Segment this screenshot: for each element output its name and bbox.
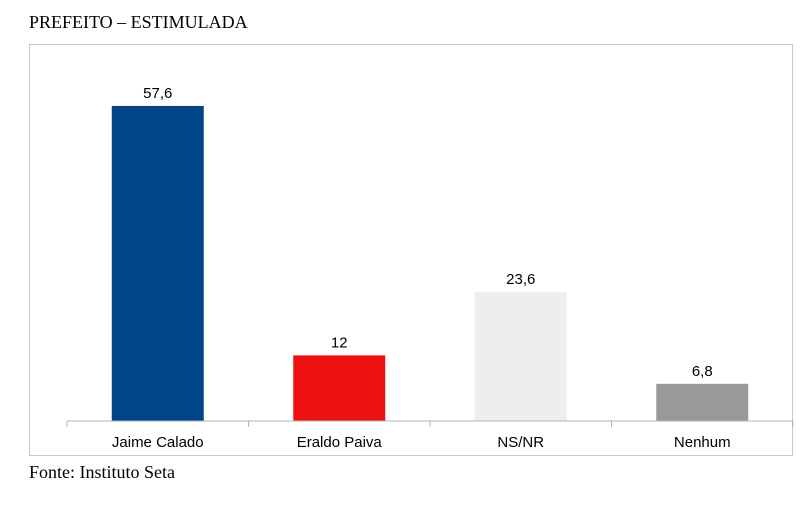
bar-1 [293, 355, 386, 421]
value-label-0: 57,6 [143, 85, 172, 102]
category-label-1: Eraldo Paiva [297, 434, 383, 451]
category-label-2: NS/NR [497, 434, 544, 451]
category-label-3: Nenhum [674, 434, 731, 451]
bar-0 [111, 105, 204, 421]
bar-3 [656, 383, 749, 421]
value-label-2: 23,6 [506, 271, 535, 288]
chart-title: PREFEITO – ESTIMULADA [29, 12, 248, 32]
value-label-3: 6,8 [692, 363, 713, 380]
value-label-1: 12 [331, 334, 348, 351]
bar-2 [474, 291, 567, 421]
source-note: Fonte: Instituto Seta [29, 462, 175, 482]
category-label-0: Jaime Calado [112, 434, 204, 451]
